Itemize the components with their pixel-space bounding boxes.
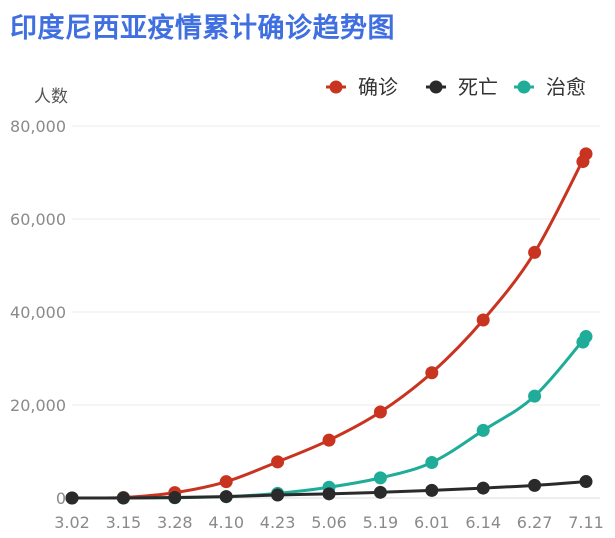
data-point: [579, 330, 593, 344]
data-point: [271, 488, 285, 502]
legend-label: 确诊: [358, 75, 398, 99]
data-point: [373, 471, 387, 485]
y-axis-label: 人数: [34, 87, 68, 107]
x-tick-label: 4.23: [260, 513, 296, 532]
x-tick-label: 3.02: [54, 513, 90, 532]
data-point: [65, 491, 79, 505]
x-tick-label: 6.14: [465, 513, 501, 532]
data-point: [219, 490, 233, 504]
legend-marker: [329, 80, 343, 94]
data-point: [528, 478, 542, 492]
data-point: [322, 433, 336, 447]
data-point: [425, 483, 439, 497]
data-point: [425, 455, 439, 469]
data-point: [373, 405, 387, 419]
data-point: [168, 491, 182, 505]
x-tick-label: 6.27: [517, 513, 553, 532]
y-tick-label: 60,000: [10, 210, 66, 229]
x-tick-label: 6.01: [414, 513, 450, 532]
x-tick-label: 7.11: [568, 513, 604, 532]
legend-label: 治愈: [546, 75, 586, 99]
data-point: [476, 481, 490, 495]
series-line-治愈: [71, 335, 588, 500]
legend-marker: [429, 80, 443, 94]
legend-label: 死亡: [458, 75, 498, 99]
y-tick-label: 20,000: [10, 396, 66, 415]
x-tick-label: 3.28: [157, 513, 193, 532]
y-tick-label: 40,000: [10, 303, 66, 322]
data-point: [528, 245, 542, 259]
y-tick-label: 0: [56, 489, 66, 508]
data-point: [373, 485, 387, 499]
x-tick-label: 5.19: [363, 513, 399, 532]
data-point: [528, 389, 542, 403]
series-line-确诊: [71, 153, 588, 500]
data-point: [476, 423, 490, 437]
data-point: [476, 313, 490, 327]
data-point: [425, 366, 439, 380]
data-point: [579, 475, 593, 489]
x-tick-label: 5.06: [311, 513, 347, 532]
data-point: [116, 491, 130, 505]
data-point: [271, 455, 285, 469]
data-point: [579, 147, 593, 161]
legend-marker: [517, 80, 531, 94]
data-point: [322, 487, 336, 501]
x-tick-label: 4.10: [208, 513, 244, 532]
chart-title: 印度尼西亚疫情累计确诊趋势图: [10, 13, 395, 44]
data-point: [219, 475, 233, 489]
x-tick-label: 3.15: [106, 513, 142, 532]
y-tick-label: 80,000: [10, 117, 66, 136]
